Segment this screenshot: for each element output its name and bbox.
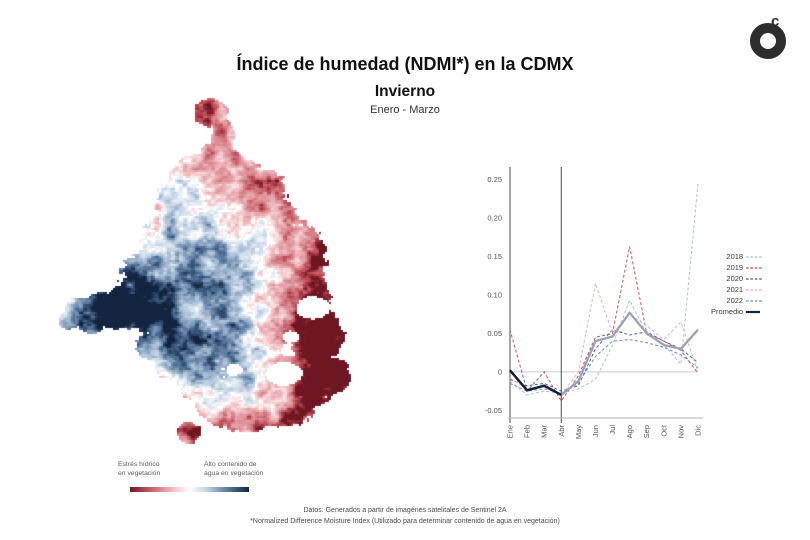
ndmi-line-chart: 0.25 0.20 0.15 0.10 0.05 0 -0.05 Ene Feb Mar Abr Ma…: [468, 158, 710, 463]
map-color-scale: [130, 487, 249, 492]
x-tick-label-Jul: Jul: [608, 425, 617, 435]
x-tick-label-Abr: Abr: [557, 424, 566, 436]
y-tick-label: 0.25: [487, 175, 502, 184]
legend-item-2018: 2018: [711, 251, 764, 262]
legend-swatch-icon: [746, 255, 764, 258]
period-label: Enero - Marzo: [370, 104, 440, 116]
x-tick-label-Nov: Nov: [676, 425, 685, 439]
legend-item-2020: 2020: [711, 273, 764, 284]
legend-swatch-icon: [746, 288, 764, 291]
brand-logo-ring-icon: [750, 23, 786, 59]
legend-item-promedio: Promedio: [711, 306, 763, 317]
y-tick-label: 0.20: [487, 214, 502, 223]
legend-item-2021: 2021: [711, 284, 764, 295]
average-line-rest: [560, 311, 699, 396]
y-tick-label: 0.10: [487, 291, 502, 300]
footer-notes: Datos: Generados a partir de imagénes sa…: [0, 505, 810, 527]
legend-label: Promedio: [711, 307, 744, 316]
series-line-2022: [509, 339, 699, 394]
x-tick-label-Mar: Mar: [540, 425, 549, 438]
x-tick-label-Ago: Ago: [625, 425, 634, 438]
y-tick-label: 0.05: [487, 329, 502, 338]
map-legend-right-label: Alto contenido de agua en vegetación: [204, 461, 264, 477]
legend-label: 2019: [726, 263, 744, 272]
legend-swatch-icon: [746, 310, 761, 313]
page-title: Índice de humedad (NDMI*) en la CDMX: [236, 54, 574, 74]
legend-label: 2021: [726, 285, 744, 294]
season-subtitle: Invierno: [374, 83, 436, 100]
average-line-winter: [509, 369, 562, 397]
legend-swatch-icon: [746, 266, 764, 269]
legend-label: 2018: [726, 252, 744, 261]
y-tick-label: 0.15: [487, 252, 502, 261]
y-tick-label: -0.05: [485, 406, 502, 415]
x-tick-label-Jun: Jun: [591, 425, 600, 437]
legend-swatch-icon: [746, 299, 764, 302]
x-tick-label-Ene: Ene: [506, 425, 515, 438]
footer-source-line: Datos: Generados a partir de imagénes sa…: [303, 507, 507, 514]
x-tick-label-Feb: Feb: [523, 425, 532, 438]
legend-label: 2022: [726, 296, 744, 305]
map-legend-left-label: Estrés hídrico en vegetación: [118, 461, 161, 477]
x-tick-label-Oct: Oct: [659, 424, 668, 437]
series-line-2019: [509, 246, 699, 403]
legend-label: 2020: [726, 274, 744, 283]
footer-definition-line: *Normalized Difference Moisture Index (U…: [250, 518, 560, 526]
chart-legend: 2018 2019 2020 2021 2022 Promedio: [711, 251, 764, 317]
x-tick-label-May: May: [574, 425, 583, 439]
ndmi-map: [55, 90, 365, 460]
y-tick-label: 0: [498, 367, 502, 376]
series-line-2018: [509, 183, 699, 396]
legend-swatch-icon: [746, 277, 764, 280]
legend-item-2022: 2022: [711, 295, 764, 306]
legend-item-2019: 2019: [711, 262, 764, 273]
x-tick-label-Sep: Sep: [642, 425, 651, 438]
x-tick-label-Dic: Dic: [694, 425, 703, 436]
brand-logo-letter: c: [771, 13, 780, 30]
